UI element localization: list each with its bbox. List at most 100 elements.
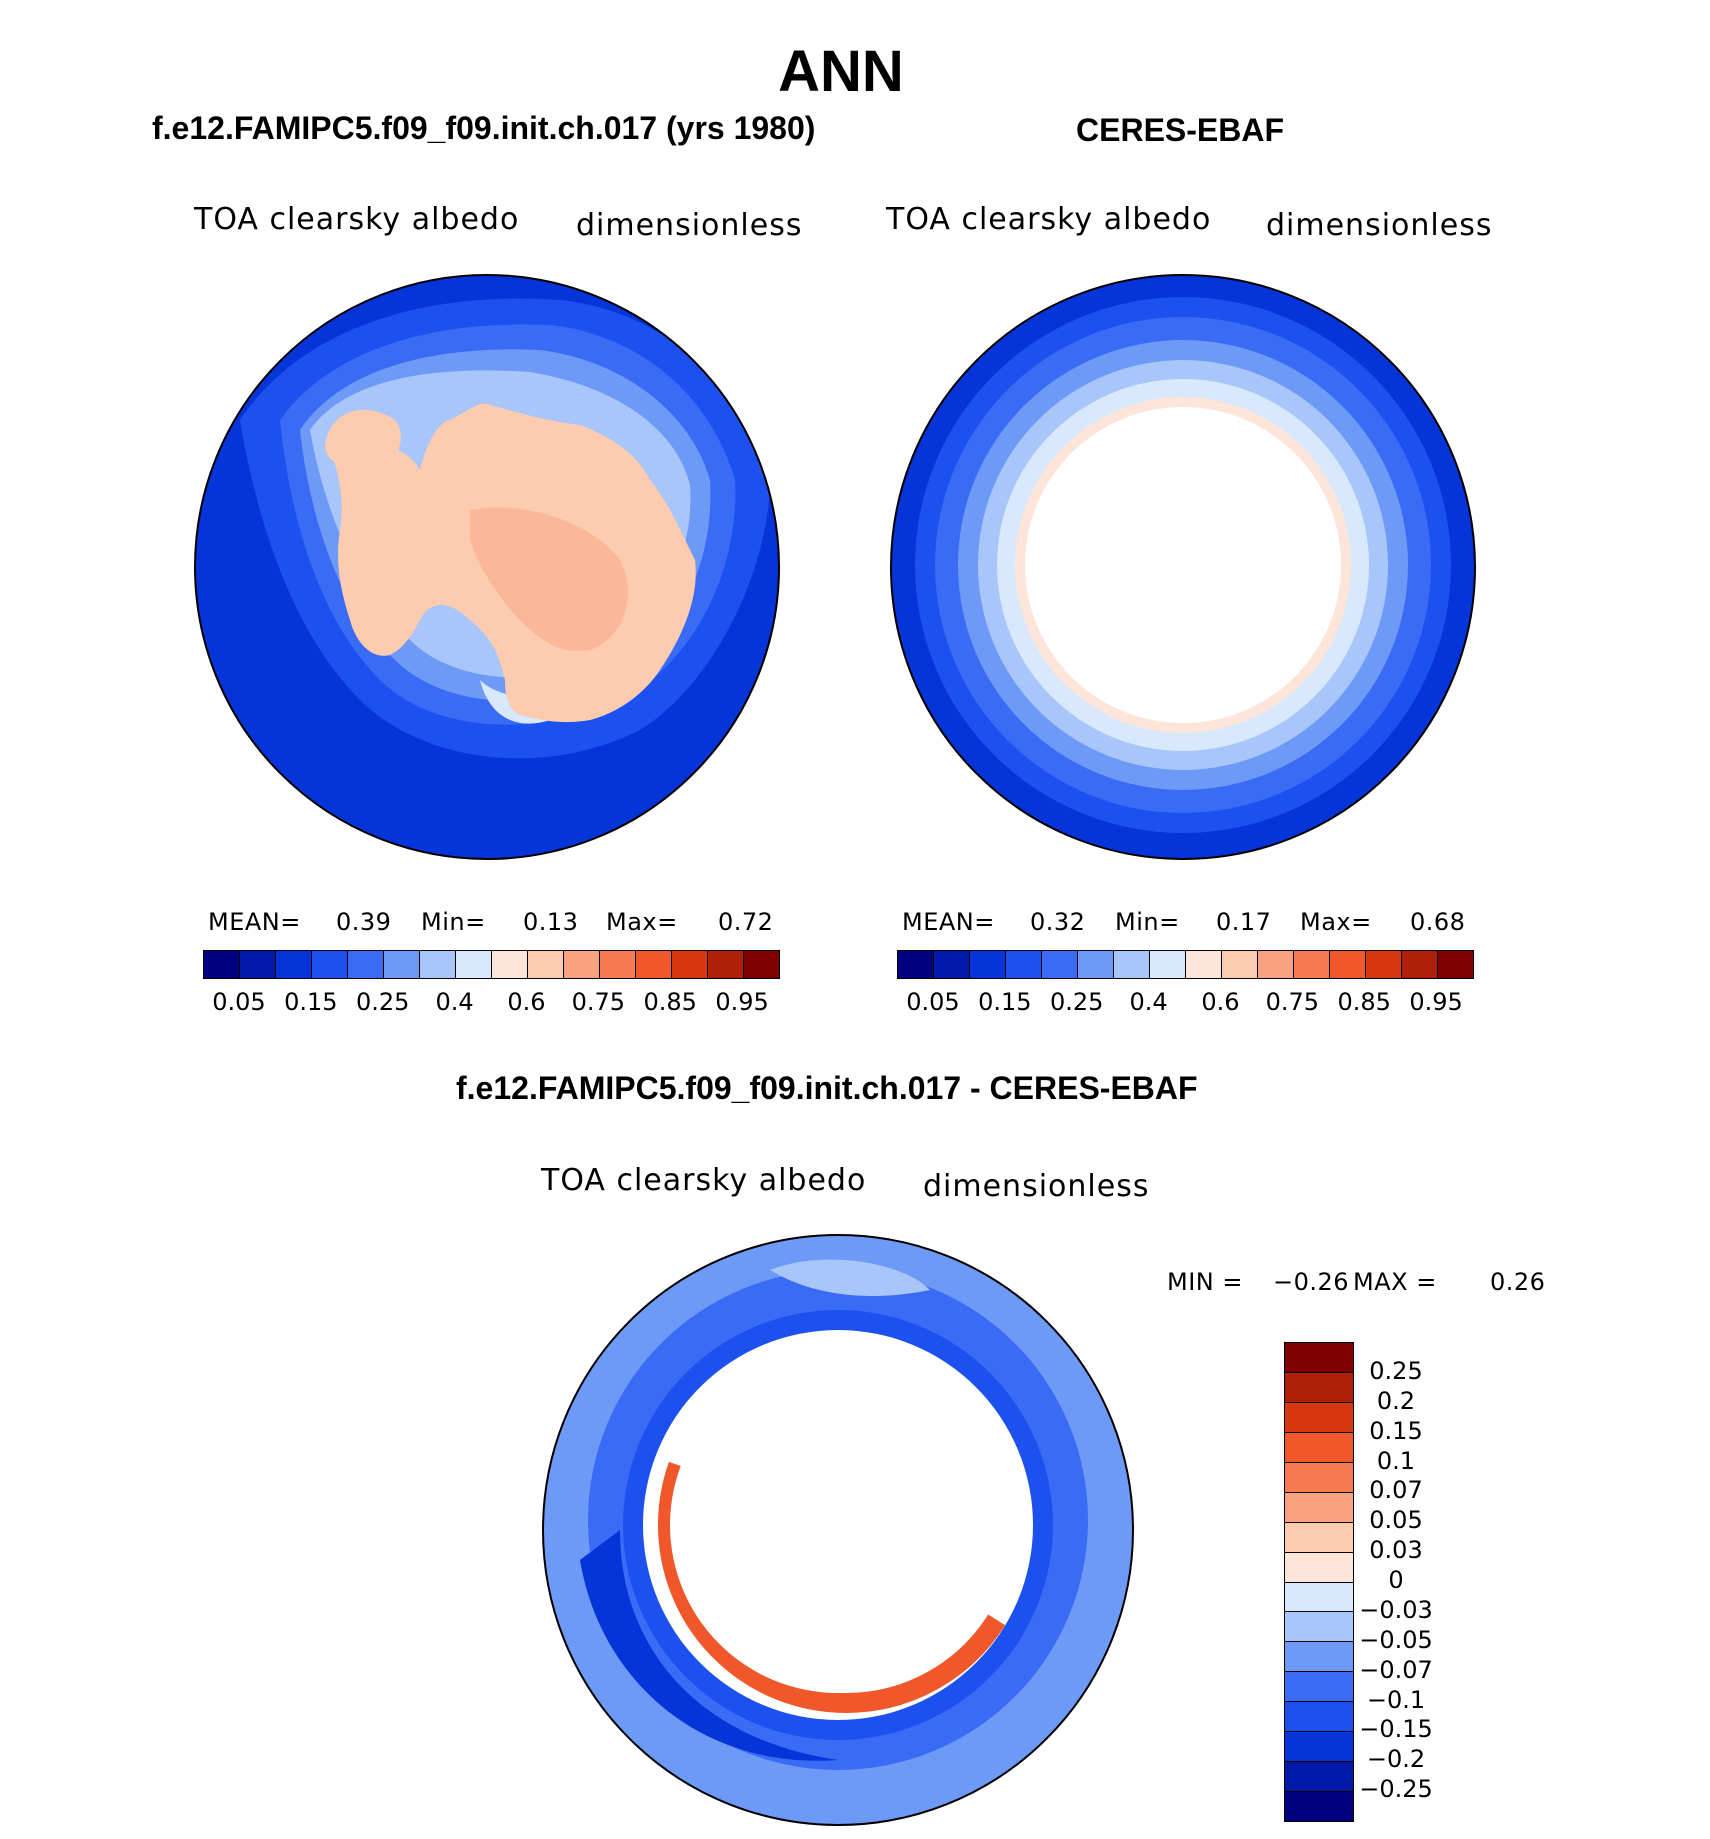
obs-mean-label: MEAN= [902,908,995,936]
diff-max-value: 0.26 [1490,1268,1546,1296]
diff-panel-title: f.e12.FAMIPC5.f09_f09.init.ch.017 - CERE… [456,1070,1198,1106]
colorbar-swatch [1285,1492,1353,1523]
colorbar-swatch [564,951,600,978]
colorbar-swatch [1285,1552,1353,1583]
colorbar-swatch [384,951,420,978]
model-panel-title: f.e12.FAMIPC5.f09_f09.init.ch.017 (yrs 1… [152,110,816,146]
colorbar-swatch [934,951,970,978]
colorbar-tick-label: −0.05 [1359,1625,1433,1654]
obs-max-label: Max= [1300,908,1372,936]
colorbar-tick-label: −0.15 [1359,1715,1433,1744]
colorbar-swatch [1222,951,1258,978]
colorbar-tick-label: 0.85 [1337,988,1391,1016]
colorbar-swatch [1285,1343,1353,1373]
obs-variable-label: TOA clearsky albedo [886,202,1212,237]
colorbar-swatch [1402,951,1438,978]
colorbar-swatch [1285,1732,1353,1763]
colorbar-swatch [600,951,636,978]
colorbar-swatch [528,951,564,978]
colorbar-swatch [1294,951,1330,978]
diff-colorbar [1284,1342,1354,1822]
diff-units-label: dimensionless [923,1169,1150,1204]
colorbar-swatch [312,951,348,978]
colorbar-tick-label: 0.6 [507,988,546,1016]
colorbar-tick-label: 0.75 [1265,988,1320,1016]
colorbar-tick-label: 0.6 [1201,988,1240,1016]
colorbar-tick-label: 0.95 [715,988,769,1016]
colorbar-tick-label: −0.03 [1359,1595,1433,1624]
colorbar-swatch [970,951,1006,978]
colorbar-swatch [456,951,492,978]
colorbar-swatch [744,951,779,978]
colorbar-tick-label: 0.25 [355,988,410,1016]
colorbar-swatch [348,951,384,978]
colorbar-swatch [1285,1402,1353,1433]
obs-min-value: 0.17 [1216,908,1272,936]
colorbar-swatch [1078,951,1114,978]
model-min-label: Min= [421,908,486,936]
colorbar-swatch [492,951,528,978]
colorbar-swatch [1258,951,1294,978]
colorbar-swatch [1006,951,1042,978]
colorbar-tick-label: 0.4 [1129,988,1168,1016]
colorbar-swatch [1330,951,1366,978]
model-max-value: 0.72 [718,908,774,936]
diff-min-label: MIN = [1167,1268,1243,1296]
model-units-label: dimensionless [576,208,803,243]
colorbar-tick-label: 0.25 [1369,1356,1423,1385]
colorbar-tick-label: 0.95 [1409,988,1463,1016]
diff-min-value: −0.26 [1273,1268,1350,1296]
obs-panel-title: CERES-EBAF [1076,112,1285,148]
obs-units-label: dimensionless [1266,208,1493,243]
colorbar-tick-label: 0.2 [1376,1386,1416,1415]
colorbar-swatch [1114,951,1150,978]
colorbar-tick-label: 0.05 [906,988,960,1016]
colorbar-tick-label: 0.15 [284,988,338,1016]
obs-max-value: 0.68 [1410,908,1466,936]
diff-colorbar-ticks: 0.25 0.2 0.15 0.1 0.07 0.05 0.03 0 −0.03 −0.05 −0.… [1356,1342,1436,1820]
colorbar-tick-label: 0.05 [212,988,266,1016]
colorbar-swatch [1150,951,1186,978]
colorbar-swatch [708,951,744,978]
figure-title: ANN [778,39,904,104]
colorbar-swatch [1366,951,1402,978]
obs-colorbar [897,950,1474,979]
colorbar-tick-label: −0.2 [1366,1745,1426,1774]
model-colorbar [203,950,780,979]
colorbar-tick-label: −0.25 [1359,1775,1433,1804]
colorbar-tick-label: 0.25 [1049,988,1104,1016]
model-min-value: 0.13 [523,908,579,936]
colorbar-swatch [672,951,708,978]
colorbar-swatch [276,951,312,978]
colorbar-swatch [898,951,934,978]
model-max-label: Max= [606,908,678,936]
colorbar-swatch [1438,951,1473,978]
colorbar-tick-label: −0.07 [1359,1655,1433,1684]
obs-mean-value: 0.32 [1030,908,1086,936]
model-mean-label: MEAN= [208,908,301,936]
colorbar-tick-label: 0.05 [1369,1506,1423,1535]
colorbar-swatch [1285,1612,1353,1643]
colorbar-swatch [1285,1762,1353,1793]
obs-min-label: Min= [1115,908,1180,936]
colorbar-swatch [1285,1462,1353,1493]
colorbar-tick-label: 0.1 [1376,1446,1416,1475]
colorbar-swatch [1285,1522,1353,1553]
colorbar-swatch [1285,1792,1353,1821]
colorbar-swatch [1042,951,1078,978]
model-variable-label: TOA clearsky albedo [194,202,520,237]
colorbar-swatch [204,951,240,978]
colorbar-tick-label: 0.07 [1369,1476,1423,1505]
colorbar-tick-label: 0.85 [643,988,697,1016]
colorbar-tick-label: 0.15 [1369,1416,1423,1445]
colorbar-swatch [1285,1702,1353,1733]
model-mean-value: 0.39 [336,908,392,936]
colorbar-swatch [240,951,276,978]
colorbar-tick-label: 0.4 [435,988,474,1016]
colorbar-tick-label: −0.1 [1366,1685,1426,1714]
colorbar-swatch [1285,1582,1353,1613]
colorbar-tick-label: 0.03 [1369,1536,1423,1565]
colorbar-swatch [1285,1672,1353,1703]
colorbar-swatch [1285,1432,1353,1463]
diff-variable-label: TOA clearsky albedo [541,1163,867,1198]
